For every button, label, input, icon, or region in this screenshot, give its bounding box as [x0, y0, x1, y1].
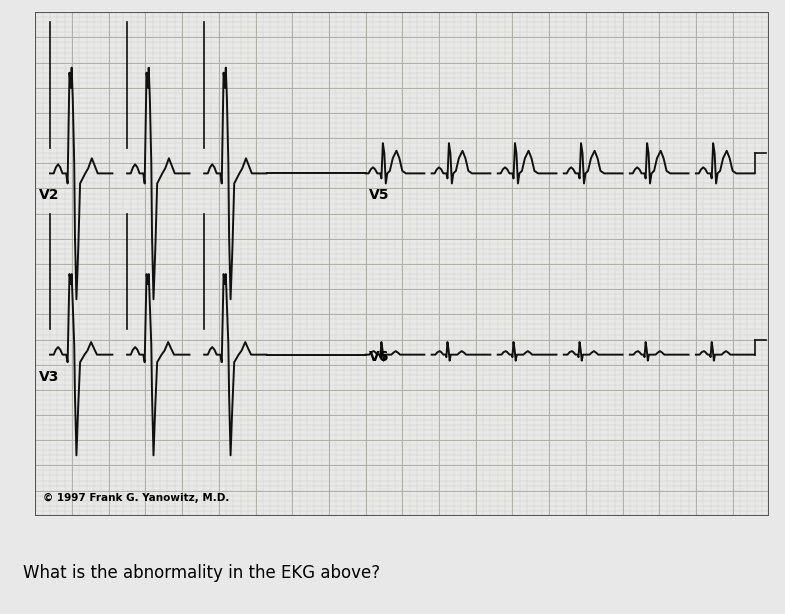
Text: © 1997 Frank G. Yanowitz, M.D.: © 1997 Frank G. Yanowitz, M.D. — [42, 493, 229, 503]
Text: What is the abnormality in the EKG above?: What is the abnormality in the EKG above… — [24, 564, 381, 581]
Text: V6: V6 — [369, 349, 389, 363]
Text: V5: V5 — [369, 188, 390, 203]
Text: V2: V2 — [39, 188, 60, 203]
Text: V3: V3 — [39, 370, 60, 384]
